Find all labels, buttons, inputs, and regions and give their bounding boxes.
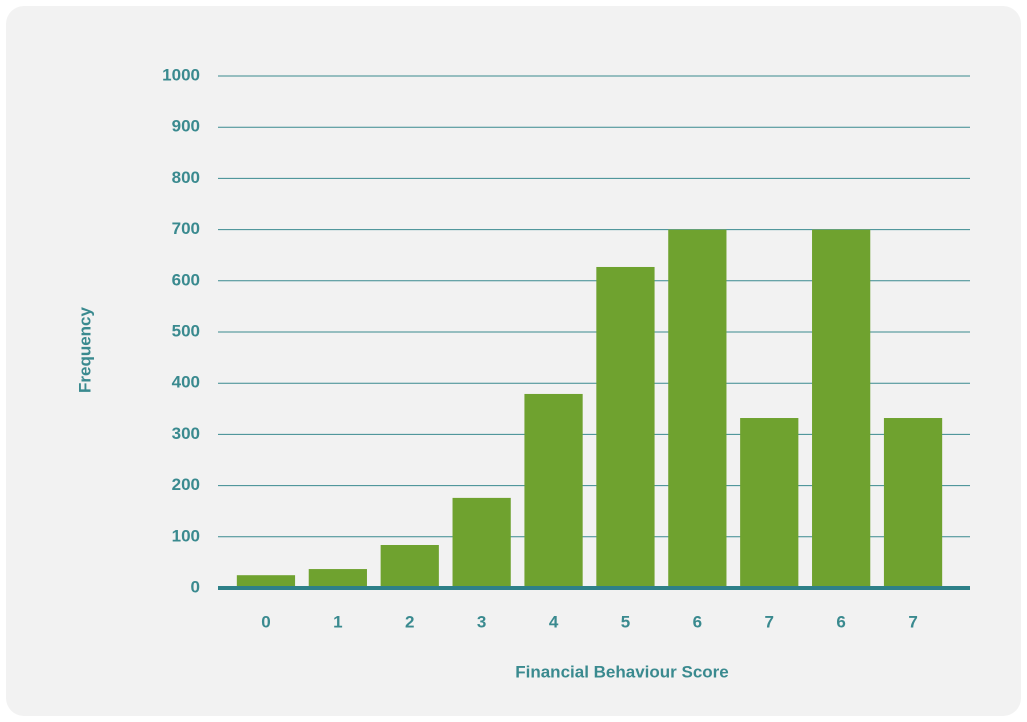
x-tick-label: 7 <box>908 612 917 631</box>
y-tick-label: 500 <box>172 321 200 340</box>
y-tick-label: 1000 <box>162 65 200 84</box>
x-tick-label: 4 <box>549 612 559 631</box>
x-tick-label: 7 <box>765 612 774 631</box>
y-tick-label: 900 <box>172 117 200 136</box>
x-tick-label: 6 <box>693 612 702 631</box>
y-tick-label: 800 <box>172 168 200 187</box>
y-tick-label: 0 <box>191 577 200 596</box>
y-tick-label: 400 <box>172 373 200 392</box>
x-tick-label: 2 <box>405 612 414 631</box>
bar <box>524 393 583 588</box>
bar <box>380 544 439 588</box>
y-tick-label: 700 <box>172 219 200 238</box>
bar <box>236 575 296 588</box>
bar <box>452 497 511 588</box>
x-tick-label: 1 <box>333 612 342 631</box>
bar <box>668 229 727 588</box>
y-tick-label: 200 <box>172 475 200 494</box>
y-tick-label: 100 <box>172 526 200 545</box>
y-tick-label: 600 <box>172 270 200 289</box>
bar <box>596 266 655 588</box>
x-tick-label: 3 <box>477 612 486 631</box>
y-tick-label: 300 <box>172 424 200 443</box>
y-axis-label: Frequency <box>75 306 94 393</box>
bar <box>308 569 367 588</box>
bar <box>740 418 799 588</box>
x-tick-label: 5 <box>621 612 630 631</box>
x-axis-label: Financial Behaviour Score <box>515 662 729 681</box>
bar <box>883 418 943 588</box>
x-tick-label: 0 <box>261 612 270 631</box>
x-tick-label: 6 <box>836 612 845 631</box>
bar <box>812 229 871 588</box>
